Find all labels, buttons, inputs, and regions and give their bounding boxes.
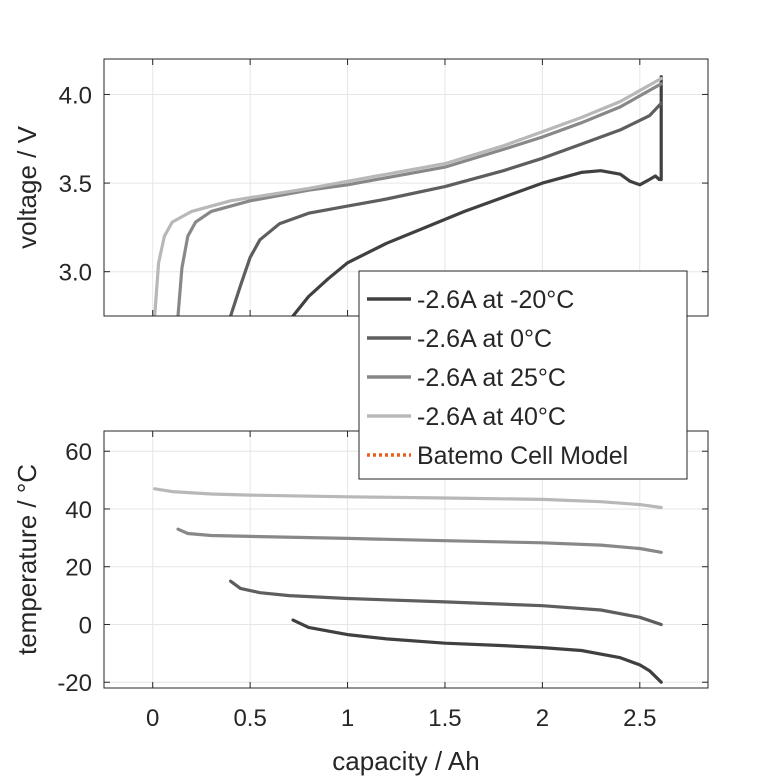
x-tick-label: 0.5: [233, 705, 266, 732]
series-line-2: [176, 82, 663, 316]
x-tick-label: 0: [146, 705, 159, 732]
x-tick-label: 1: [341, 705, 354, 732]
y-tick-label: 4.0: [59, 82, 92, 109]
legend: -2.6A at -20°C -2.6A at 0°C -2.6A at 25°C -…: [358, 270, 688, 480]
temperature-y-axis-label: temperature / °C: [12, 464, 42, 655]
y-tick-label: 3.5: [59, 171, 92, 198]
y-tick-label: -20: [57, 670, 92, 697]
y-tick-label: 40: [65, 497, 92, 524]
y-tick-label: 3.0: [59, 260, 92, 287]
series-line-0: [291, 75, 663, 316]
series-line-3: [153, 76, 663, 316]
series-line-1: [229, 101, 663, 316]
x-tick-label: 1.5: [428, 705, 461, 732]
x-tick-label: 2.5: [623, 705, 656, 732]
y-tick-label: 0: [79, 612, 92, 639]
legend-label-0: -2.6A at -20°C: [417, 286, 574, 314]
legend-label-4: Batemo Cell Model: [417, 442, 628, 470]
legend-label-1: -2.6A at 0°C: [417, 325, 552, 353]
series-line-1: [229, 579, 663, 627]
y-tick-label: 60: [65, 439, 92, 466]
y-tick-label: 20: [65, 555, 92, 582]
legend-label-2: -2.6A at 25°C: [417, 364, 566, 392]
series-line-2: [176, 527, 663, 554]
voltage-ticks: 3.0 3.5 4.0: [59, 59, 708, 316]
legend-box: [358, 270, 688, 480]
legend-label-3: -2.6A at 40°C: [417, 403, 566, 431]
x-tick-label: 2: [536, 705, 549, 732]
voltage-y-axis-label: voltage / V: [12, 125, 42, 249]
temperature-ticks: 0 0.5 1 1.5 2 2.5 -20 0 20 40 60: [57, 431, 708, 732]
voltage-series-group: [153, 75, 663, 316]
temperature-series-group: [153, 487, 663, 684]
series-line-3: [153, 487, 663, 510]
series-line-0: [291, 618, 663, 684]
capacity-x-axis-label: capacity / Ah: [332, 746, 479, 776]
